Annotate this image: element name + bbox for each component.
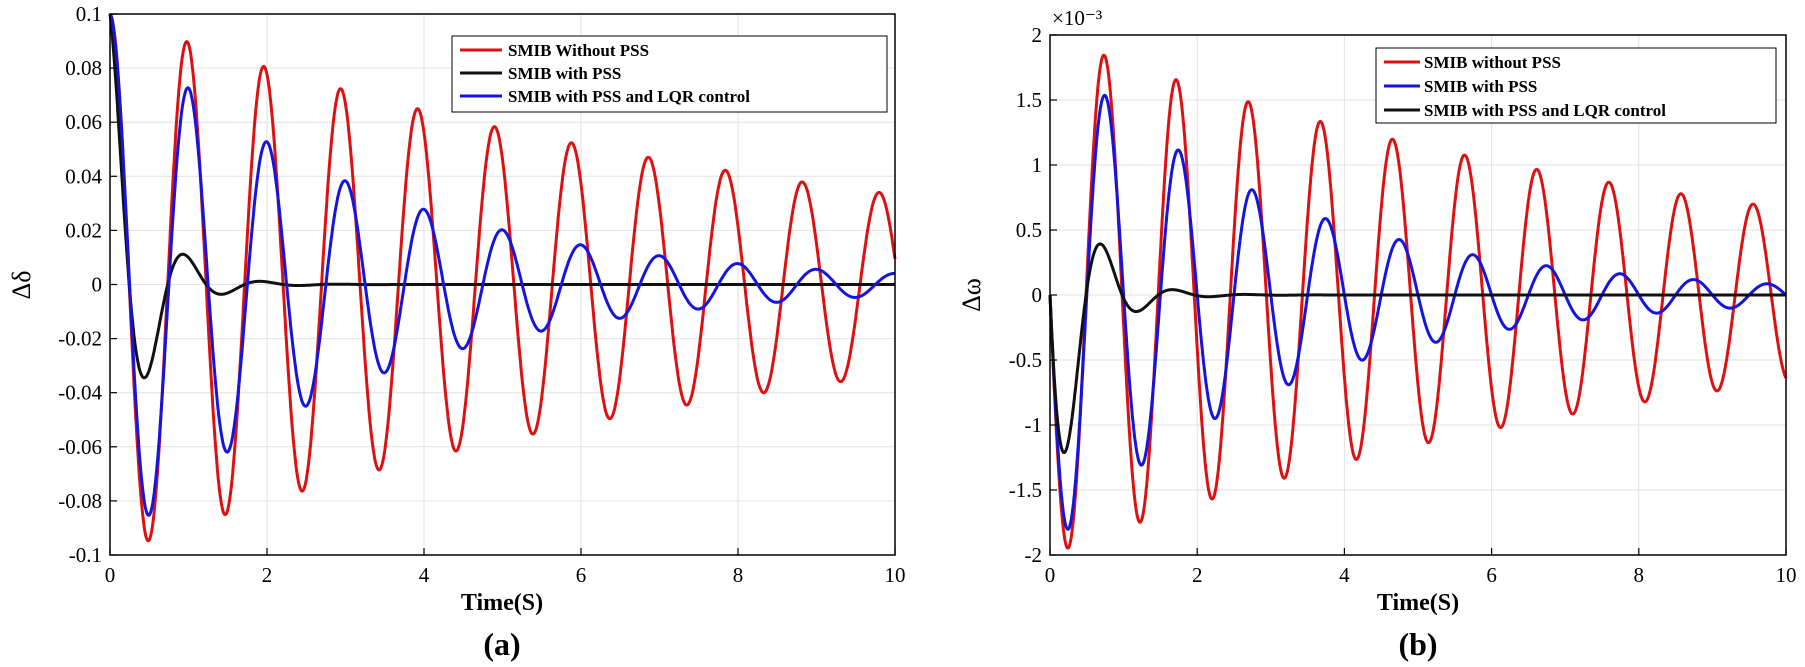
y-tick-label: -0.06	[58, 435, 102, 459]
y-tick-label: 0	[92, 273, 103, 297]
x-tick-label: 0	[1045, 563, 1056, 587]
legend-entry-0: SMIB without PSS	[1424, 53, 1561, 72]
panel-caption: (b)	[1398, 626, 1437, 662]
y-tick-label: 0.5	[1016, 218, 1042, 242]
y-tick-label: -1.5	[1009, 478, 1042, 502]
y-tick-label: 0.04	[65, 164, 102, 188]
x-tick-label: 4	[1339, 563, 1350, 587]
tick-layer: 0 2 4 6 8 10 -0.1 -0.08 -0.06 -0.04 -0.02 0 0.02 0.04…	[58, 2, 905, 587]
x-axis-label: Time(S)	[461, 590, 543, 616]
legend-entry-2: SMIB with PSS and LQR control	[1424, 101, 1666, 120]
series-line-1	[1048, 93, 1787, 531]
legend-entry-1: SMIB with PSS	[1424, 77, 1537, 96]
x-tick-label: 10	[1776, 563, 1797, 587]
y-tick-label: -0.08	[58, 489, 102, 513]
y-tick-label: 0.02	[65, 218, 102, 242]
x-tick-label: 2	[262, 563, 273, 587]
x-tick-label: 10	[885, 563, 906, 587]
y-tick-label: -0.1	[69, 543, 102, 567]
x-axis-label: Time(S)	[1377, 590, 1459, 616]
series-line-2	[1048, 242, 1787, 455]
x-tick-label: 4	[419, 563, 430, 587]
tick-layer: 0 2 4 6 8 10 -2 -1.5 -1 -0.5 0 0.5 1 1.5 2	[1009, 23, 1797, 587]
series-layer	[108, 12, 897, 543]
series-line-1	[108, 13, 896, 380]
x-tick-label: 8	[1634, 563, 1645, 587]
y-tick-label: -0.5	[1009, 348, 1042, 372]
x-tick-label: 2	[1192, 563, 1203, 587]
series-layer	[1048, 53, 1788, 550]
y-tick-label: 2	[1032, 23, 1043, 47]
legend-box	[1375, 47, 1777, 124]
y-tick-label: 1	[1032, 153, 1043, 177]
y-tick-label: 1.5	[1016, 88, 1042, 112]
x-tick-label: 6	[576, 563, 587, 587]
y-axis-multiplier: ×10⁻³	[1052, 6, 1102, 30]
y-tick-label: -0.02	[58, 327, 102, 351]
y-tick-label: 0	[1032, 283, 1043, 307]
y-tick-label: -2	[1025, 543, 1043, 567]
legend: SMIB without PSS SMIB with PSS SMIB with…	[1375, 47, 1777, 124]
panel-b: 0 2 4 6 8 10 -2 -1.5 -1 -0.5 0 0.5 1 1.5 2 Δω ×10⁻³ Ti…	[957, 6, 1797, 662]
y-tick-label: 0.08	[65, 56, 102, 80]
x-tick-label: 8	[733, 563, 744, 587]
x-tick-label: 0	[105, 563, 116, 587]
legend-entry-2: SMIB with PSS and LQR control	[508, 87, 750, 106]
y-axis-label: Δω	[957, 278, 986, 312]
legend-box	[451, 35, 888, 113]
series-line-2	[108, 13, 896, 517]
y-axis-label: Δδ	[7, 271, 36, 300]
y-tick-label: -1	[1025, 413, 1043, 437]
panel-caption: (a)	[483, 626, 520, 662]
y-tick-label: 0.06	[65, 110, 102, 134]
panel-a: 0 2 4 6 8 10 -0.1 -0.08 -0.06 -0.04 -0.02 0 0.02 0.04…	[7, 2, 906, 662]
legend: SMIB Without PSS SMIB with PSS SMIB with…	[451, 35, 888, 113]
legend-entry-1: SMIB with PSS	[508, 64, 621, 83]
legend-entry-0: SMIB Without PSS	[508, 41, 649, 60]
x-tick-label: 6	[1486, 563, 1497, 587]
y-tick-label: -0.04	[58, 381, 102, 405]
series-line-0	[1048, 53, 1788, 550]
y-tick-label: 0.1	[76, 2, 102, 26]
